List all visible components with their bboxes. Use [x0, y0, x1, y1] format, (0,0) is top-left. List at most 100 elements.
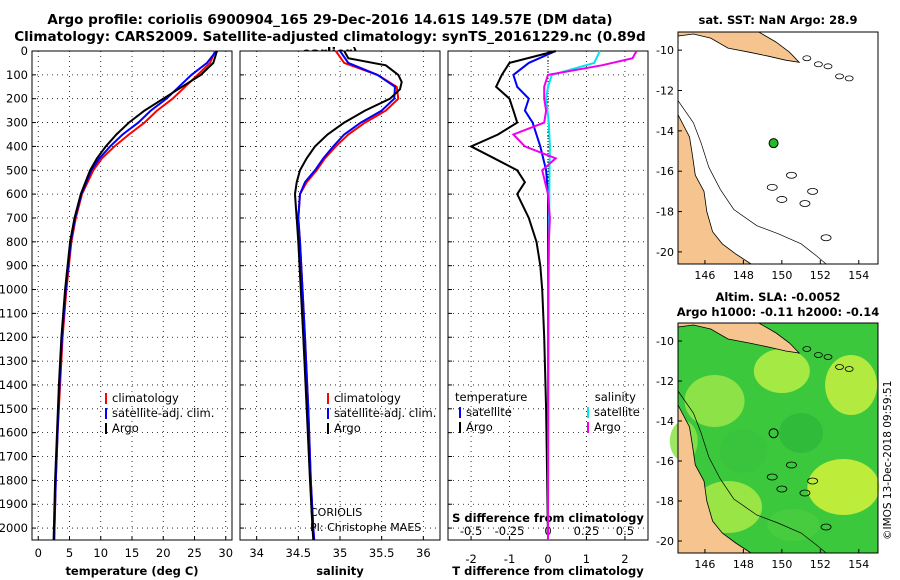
island-outline — [835, 364, 844, 370]
y-tick-label: 1400 — [0, 378, 28, 392]
map-background — [678, 32, 878, 264]
y-tick-label: 800 — [6, 235, 28, 249]
island-outline — [802, 346, 812, 352]
map-x-tick-label: 150 — [771, 558, 792, 571]
y-tick-label: 1700 — [0, 450, 28, 464]
y-tick-label: 1900 — [0, 497, 28, 511]
land-papua-new-guinea — [677, 31, 801, 63]
map-y-tick-label: -12 — [656, 375, 674, 388]
y-tick-label: 400 — [6, 139, 28, 153]
x-tick-label: 36 — [416, 546, 431, 560]
panel-frame — [239, 50, 441, 541]
sla-anomaly-patch — [807, 459, 880, 515]
legend-label: Argo — [334, 421, 361, 435]
sla-map: 146 148 150 152 154 -10 -12 -14 -16 -18 -20 — [656, 322, 880, 571]
legend-label: Argo — [594, 420, 621, 434]
map-y-tick-label: -18 — [656, 495, 674, 508]
y-tick-label: 0 — [21, 44, 28, 58]
argo-float-marker — [768, 428, 779, 439]
legend-label: satellite — [466, 405, 512, 419]
sla-anomaly-patch — [753, 349, 810, 393]
y-tick-label: 1200 — [0, 330, 28, 344]
map-x-tick-label: 146 — [694, 269, 715, 282]
x-tick-label: 20 — [156, 546, 171, 560]
reef-outline — [776, 485, 788, 493]
map-y-tick-label: -14 — [656, 125, 674, 138]
y-tick-label: 1500 — [0, 402, 28, 416]
sst-map: 146 148 150 152 154 -10 -12 -14 -16 -18 -20 — [656, 31, 879, 282]
sla-anomaly-patch — [779, 413, 824, 453]
reef-outline — [786, 461, 797, 469]
y-tick-label: 1100 — [0, 306, 28, 320]
x-tick-label: 25 — [187, 546, 202, 560]
x-tick-label: 15 — [125, 546, 140, 560]
x-tick-label: 2 — [621, 552, 628, 566]
x-axis-label: T difference from climatology — [452, 564, 644, 578]
legend-label: climatology — [334, 391, 401, 405]
legend-title-salinity: salinity — [595, 390, 636, 404]
island-outline — [802, 55, 812, 62]
y-tick-label: 200 — [6, 92, 28, 106]
x-tick-label: 1 — [583, 552, 590, 566]
map-y-tick-label: -10 — [656, 335, 674, 348]
y-tick-label: 1000 — [0, 283, 28, 297]
island-outline — [835, 73, 844, 80]
y-tick-label: 100 — [6, 68, 28, 82]
reef-outline — [820, 523, 832, 531]
x-axis-label: temperature (deg C) — [65, 564, 198, 578]
map-x-tick-label: 148 — [733, 558, 754, 571]
y-tick-label: 1800 — [0, 473, 28, 487]
x-tick-label: 34 — [249, 546, 264, 560]
map-x-tick-label: 154 — [848, 269, 869, 282]
y-tick-label: 300 — [6, 116, 28, 130]
map-x-tick-label: 152 — [810, 558, 831, 571]
reef-outline — [776, 196, 788, 203]
sla-map-title-1: Altim. SLA: -0.0052 — [715, 290, 841, 304]
map-x-tick-label: 152 — [810, 269, 831, 282]
island-outline — [844, 75, 854, 82]
reef-outline — [807, 477, 819, 485]
argo-float-marker — [768, 138, 779, 149]
map-y-tick-label: -18 — [656, 206, 674, 219]
x-tick-label: 0 — [544, 552, 551, 566]
reef-outline — [786, 171, 797, 179]
island-outline — [813, 61, 823, 68]
legend-label: Argo — [112, 421, 139, 435]
credit-pi: PI: Christophe MAES — [310, 521, 421, 534]
legend-label: climatology — [112, 391, 179, 405]
x-tick-label: -2 — [465, 552, 476, 566]
map-y-tick-label: -12 — [656, 85, 674, 98]
series-line — [52, 50, 218, 541]
series-line — [468, 50, 556, 541]
title-line-1: Argo profile: coriolis 6900904_165 29-De… — [47, 12, 613, 28]
island-outline — [813, 352, 823, 358]
x2-tick-label: 0.5 — [616, 524, 634, 538]
reef-outline — [766, 473, 778, 481]
x2-tick-label: -0.25 — [495, 524, 525, 538]
series-line — [297, 50, 397, 541]
y-tick-label: 700 — [6, 211, 28, 225]
x-tick-label: 10 — [93, 546, 108, 560]
reef-outline — [799, 200, 811, 207]
x-tick-label: 30 — [218, 546, 233, 560]
map-y-tick-label: -16 — [656, 165, 674, 178]
map-x-tick-label: 154 — [848, 558, 869, 571]
x-tick-label: 35 — [333, 546, 348, 560]
profile-panel-2: 34 34.5 35 35.5 36 salinity climatologysatelli… — [239, 50, 441, 578]
map-frame — [677, 322, 879, 554]
series-line — [511, 50, 638, 540]
y-tick-label: 600 — [6, 187, 28, 201]
sst-map-title: sat. SST: NaN Argo: 28.9 — [698, 13, 858, 27]
profile-panel-1: 0 5 10 15 20 25 30 temperature (deg C) climatolo… — [31, 50, 233, 578]
map-y-tick-label: -10 — [656, 44, 674, 57]
sla-anomaly-patch — [825, 355, 878, 415]
reef-outline — [820, 234, 832, 242]
y-tick-label: 500 — [6, 163, 28, 177]
x-tick-label: -1 — [504, 552, 515, 566]
x-tick-label: 5 — [66, 546, 73, 560]
sla-map-title-2: Argo h1000: -0.11 h2000: -0.14 — [676, 305, 880, 319]
legend-label: Argo — [466, 420, 493, 434]
map-x-tick-label: 148 — [733, 269, 754, 282]
y-tick-label: 2000 — [0, 521, 28, 535]
